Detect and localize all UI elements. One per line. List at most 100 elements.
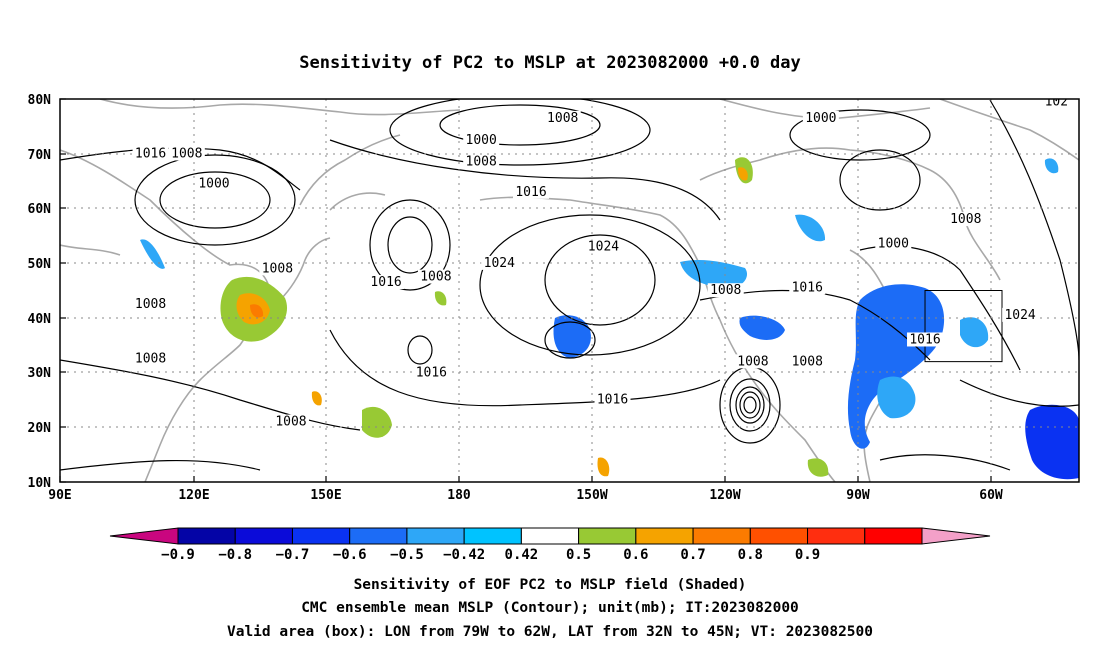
contour-label-bg [594,392,631,407]
contour-label: 102 [1045,94,1068,109]
contour-label: 1000 [805,111,836,126]
contour-small-low [407,335,433,365]
lat-label-40n: 40N [28,312,52,327]
contour-label: 1008 [792,354,823,369]
contour-1008-south [60,359,361,431]
colorbar-swatch [406,527,465,545]
shade-positive-small [311,391,322,406]
contour-label-bg [707,283,744,298]
shade-negative-east-us [847,284,945,449]
contour-label: 1008 [135,352,166,367]
contour-1008-tropics [60,459,261,471]
arctic-coast-asia [99,99,461,116]
contour-small-high [544,321,596,359]
contour-label-bg [463,132,500,147]
china-inner-coast [60,244,121,256]
contour-label: 1024 [484,256,515,271]
captions: Sensitivity of EOF PC2 to MSLP field (Sh… [227,577,873,640]
colorbar-high-extension [921,527,991,545]
shade-negative-baja [739,315,785,340]
contour-1024-inner [544,234,656,326]
contour-label-bg [168,146,205,161]
graticule [60,99,1079,482]
map-frame [59,98,1080,483]
contour-label-bg [789,354,826,369]
contour-caribbean [879,454,1011,471]
contour-1000-siberia [159,171,271,229]
colorbar-swatch [234,527,293,545]
lon-label-90w: 90W [846,488,870,503]
contour-label-bg [417,269,454,284]
contour-label-bg [789,280,826,295]
contour-label-bg [513,184,550,199]
colorbar-swatch [578,527,637,545]
lon-label-180: 180 [447,488,471,503]
colorbar-swatch [463,527,522,545]
lat-label-80n: 80N [28,93,52,108]
contour-label-bg [1002,307,1039,322]
lon-label-60w: 60W [979,488,1003,503]
figure-title: Sensitivity of PC2 to MSLP at 2023082000… [299,53,801,73]
lat-label-10n: 10N [28,476,52,491]
contour-label-bg [132,351,169,366]
contour-label-bg [734,354,771,369]
contour-label-bg [272,414,309,429]
colorbar-swatch [177,527,236,545]
shade-negative-pacific [553,315,591,358]
contour-low-1 [387,216,433,274]
colorbar-label: 0.9 [795,547,820,563]
colorbar-label: 0.42 [505,547,539,563]
lon-label-90e: 90E [48,488,71,503]
contour-label-bg [413,365,450,380]
cyclone-ring-2 [739,391,761,419]
shade-negative-greenland [1044,158,1059,174]
contour-1016-asia [60,147,301,191]
contour-label: 1008 [171,146,202,161]
cyclone-ring-1 [743,396,757,414]
contour-1008-siberia [134,154,296,246]
shade-positive-c-pacific [597,457,610,477]
contour-label-bg [1042,99,1071,109]
valid-area-box [924,290,1003,363]
contour-label: 1008 [547,111,578,126]
shade-negative-china [140,239,165,269]
contour-label: 1016 [370,275,401,290]
colorbar-label: −0.5 [390,547,424,563]
colorbar-label: 0.7 [680,547,705,563]
colorbar-swatch [749,527,809,545]
colorbar-label: −0.8 [218,547,252,563]
okhotsk-coast [299,134,401,206]
colorbar-low-extension [109,527,179,545]
contour-label-bg [544,110,581,125]
colorbar-label: −0.42 [443,547,485,563]
lon-labels: 90E 120E 150E 180 150W 120W 90W 60W [48,488,1003,503]
contour-label-bg [585,239,622,254]
contour-1016-north [329,139,721,221]
colorbar: −0.9 −0.8 −0.7 −0.6 −0.5 −0.42 0.42 0.5 0.6 0.7 0.… [109,527,991,563]
contour-label: 1008 [135,297,166,312]
lon-label-120e: 120E [178,488,209,503]
contour-label: 1016 [135,146,166,161]
contour-label: 1008 [710,283,741,298]
shade-negative-atlantic [1025,404,1079,480]
colorbar-swatch [349,527,408,545]
contour-label: 1016 [792,281,823,296]
colorbar-label: −0.9 [161,547,195,563]
colorbar-swatch [520,527,580,545]
contour-label: 1024 [588,239,619,254]
lat-labels: 80N 70N 60N 50N 40N 30N 20N 10N [28,93,52,491]
shade-positive-korea-center [250,304,264,318]
map-content: 1016 1008 1000 1008 1008 1008 1008 1016 1008 1016… [60,94,1079,482]
shade-negative-canada [795,214,826,242]
contour-label: 1016 [909,332,940,347]
contour-1024-atlantic [989,99,1079,361]
lat-label-20n: 20N [28,421,52,436]
contour-label: 1024 [1004,308,1035,323]
shade-positive-pacific-n [434,291,447,306]
contour-label: 1000 [466,133,497,148]
cyclone-ring-3 [735,386,765,424]
contour-labels: 1016 1008 1000 1008 1008 1008 1008 1016 1008 1016… [132,94,1071,430]
colorbar-label: 0.8 [738,547,763,563]
lon-label-150w: 150W [576,488,607,503]
sensitivity-shading [140,157,1079,480]
